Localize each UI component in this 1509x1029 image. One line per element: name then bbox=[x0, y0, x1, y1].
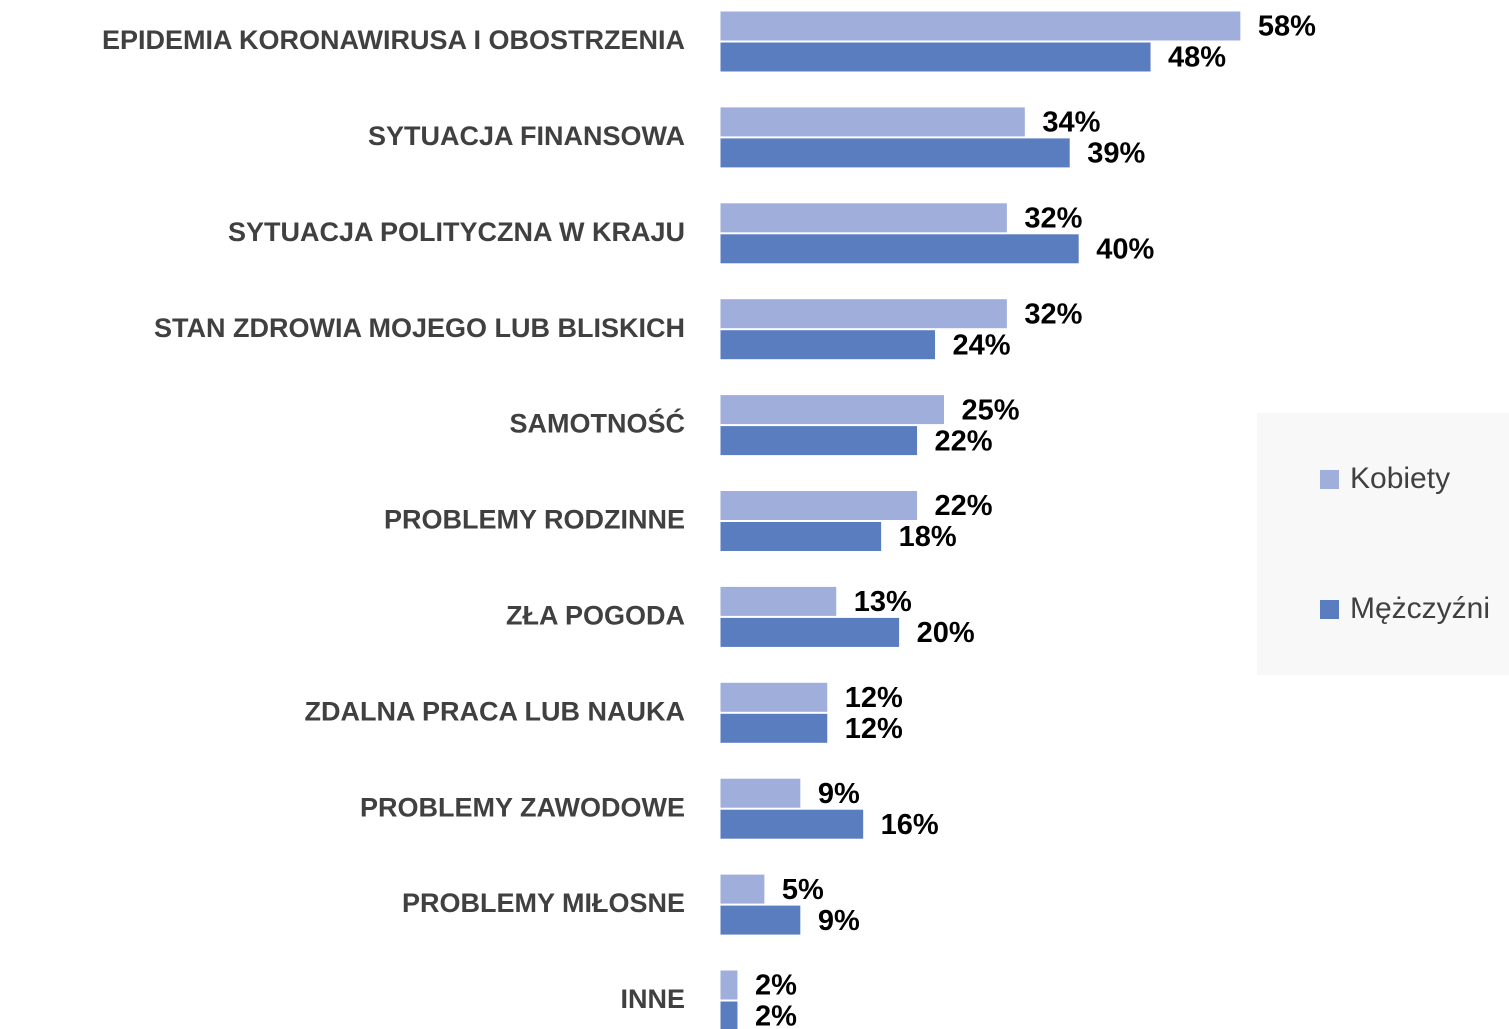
data-label: 32% bbox=[1024, 202, 1082, 234]
bar bbox=[719, 521, 883, 552]
data-label: 9% bbox=[818, 905, 860, 937]
category-label: PROBLEMY ZAWODOWE bbox=[360, 792, 685, 822]
data-label: 40% bbox=[1096, 233, 1154, 265]
bar bbox=[719, 202, 1008, 234]
bar bbox=[719, 137, 1071, 169]
legend-box bbox=[1257, 413, 1509, 675]
data-label: 2% bbox=[755, 1001, 797, 1029]
bar bbox=[719, 329, 937, 361]
data-label: 24% bbox=[953, 329, 1011, 361]
legend-swatch bbox=[1320, 470, 1339, 489]
legend-label: Kobiety bbox=[1350, 462, 1450, 495]
data-label: 16% bbox=[881, 809, 939, 841]
bar bbox=[719, 904, 802, 936]
bar bbox=[719, 298, 1008, 330]
bar bbox=[719, 425, 919, 457]
bar bbox=[719, 41, 1152, 73]
data-label: 48% bbox=[1168, 42, 1226, 74]
category-label: EPIDEMIA KORONAWIRUSA I OBOSTRZENIA bbox=[102, 25, 685, 55]
category-label: INNE bbox=[620, 984, 685, 1014]
category-label: ZŁA POGODA bbox=[506, 601, 685, 631]
data-label: 2% bbox=[755, 970, 797, 1002]
data-label: 18% bbox=[899, 521, 957, 553]
data-label: 12% bbox=[845, 713, 903, 745]
legend-swatch bbox=[1320, 600, 1339, 619]
data-label: 25% bbox=[962, 394, 1020, 426]
bar bbox=[719, 233, 1080, 265]
bar bbox=[719, 106, 1026, 138]
data-label: 32% bbox=[1024, 298, 1082, 330]
bar bbox=[719, 777, 802, 809]
category-label: SAMOTNOŚĆ bbox=[510, 408, 686, 439]
category-label: STAN ZDROWIA MOJEGO LUB BLISKICH bbox=[154, 313, 685, 343]
data-label: 39% bbox=[1087, 138, 1145, 170]
data-label: 5% bbox=[782, 874, 824, 906]
bar bbox=[719, 681, 829, 713]
category-label: PROBLEMY MIŁOSNE bbox=[402, 888, 685, 918]
category-label: SYTUACJA POLITYCZNA W KRAJU bbox=[228, 217, 685, 247]
bar bbox=[719, 585, 838, 617]
category-label: ZDALNA PRACA LUB NAUKA bbox=[305, 696, 685, 726]
legend-label: Mężczyźni bbox=[1350, 592, 1490, 625]
bar bbox=[719, 873, 766, 905]
category-label: PROBLEMY RODZINNE bbox=[384, 505, 685, 535]
data-label: 20% bbox=[917, 617, 975, 649]
bar bbox=[719, 490, 919, 521]
bar bbox=[719, 712, 829, 744]
bar bbox=[719, 616, 901, 648]
data-label: 58% bbox=[1258, 11, 1316, 43]
data-label: 34% bbox=[1042, 107, 1100, 139]
bar bbox=[719, 1000, 739, 1029]
data-label: 22% bbox=[935, 490, 993, 522]
bar bbox=[719, 10, 1242, 42]
data-label: 13% bbox=[854, 586, 912, 618]
bar bbox=[719, 969, 739, 1001]
data-label: 12% bbox=[845, 682, 903, 714]
bar bbox=[719, 808, 865, 840]
data-label: 9% bbox=[818, 778, 860, 810]
category-label: SYTUACJA FINANSOWA bbox=[368, 121, 685, 151]
bar bbox=[719, 394, 945, 426]
data-label: 22% bbox=[935, 425, 993, 457]
